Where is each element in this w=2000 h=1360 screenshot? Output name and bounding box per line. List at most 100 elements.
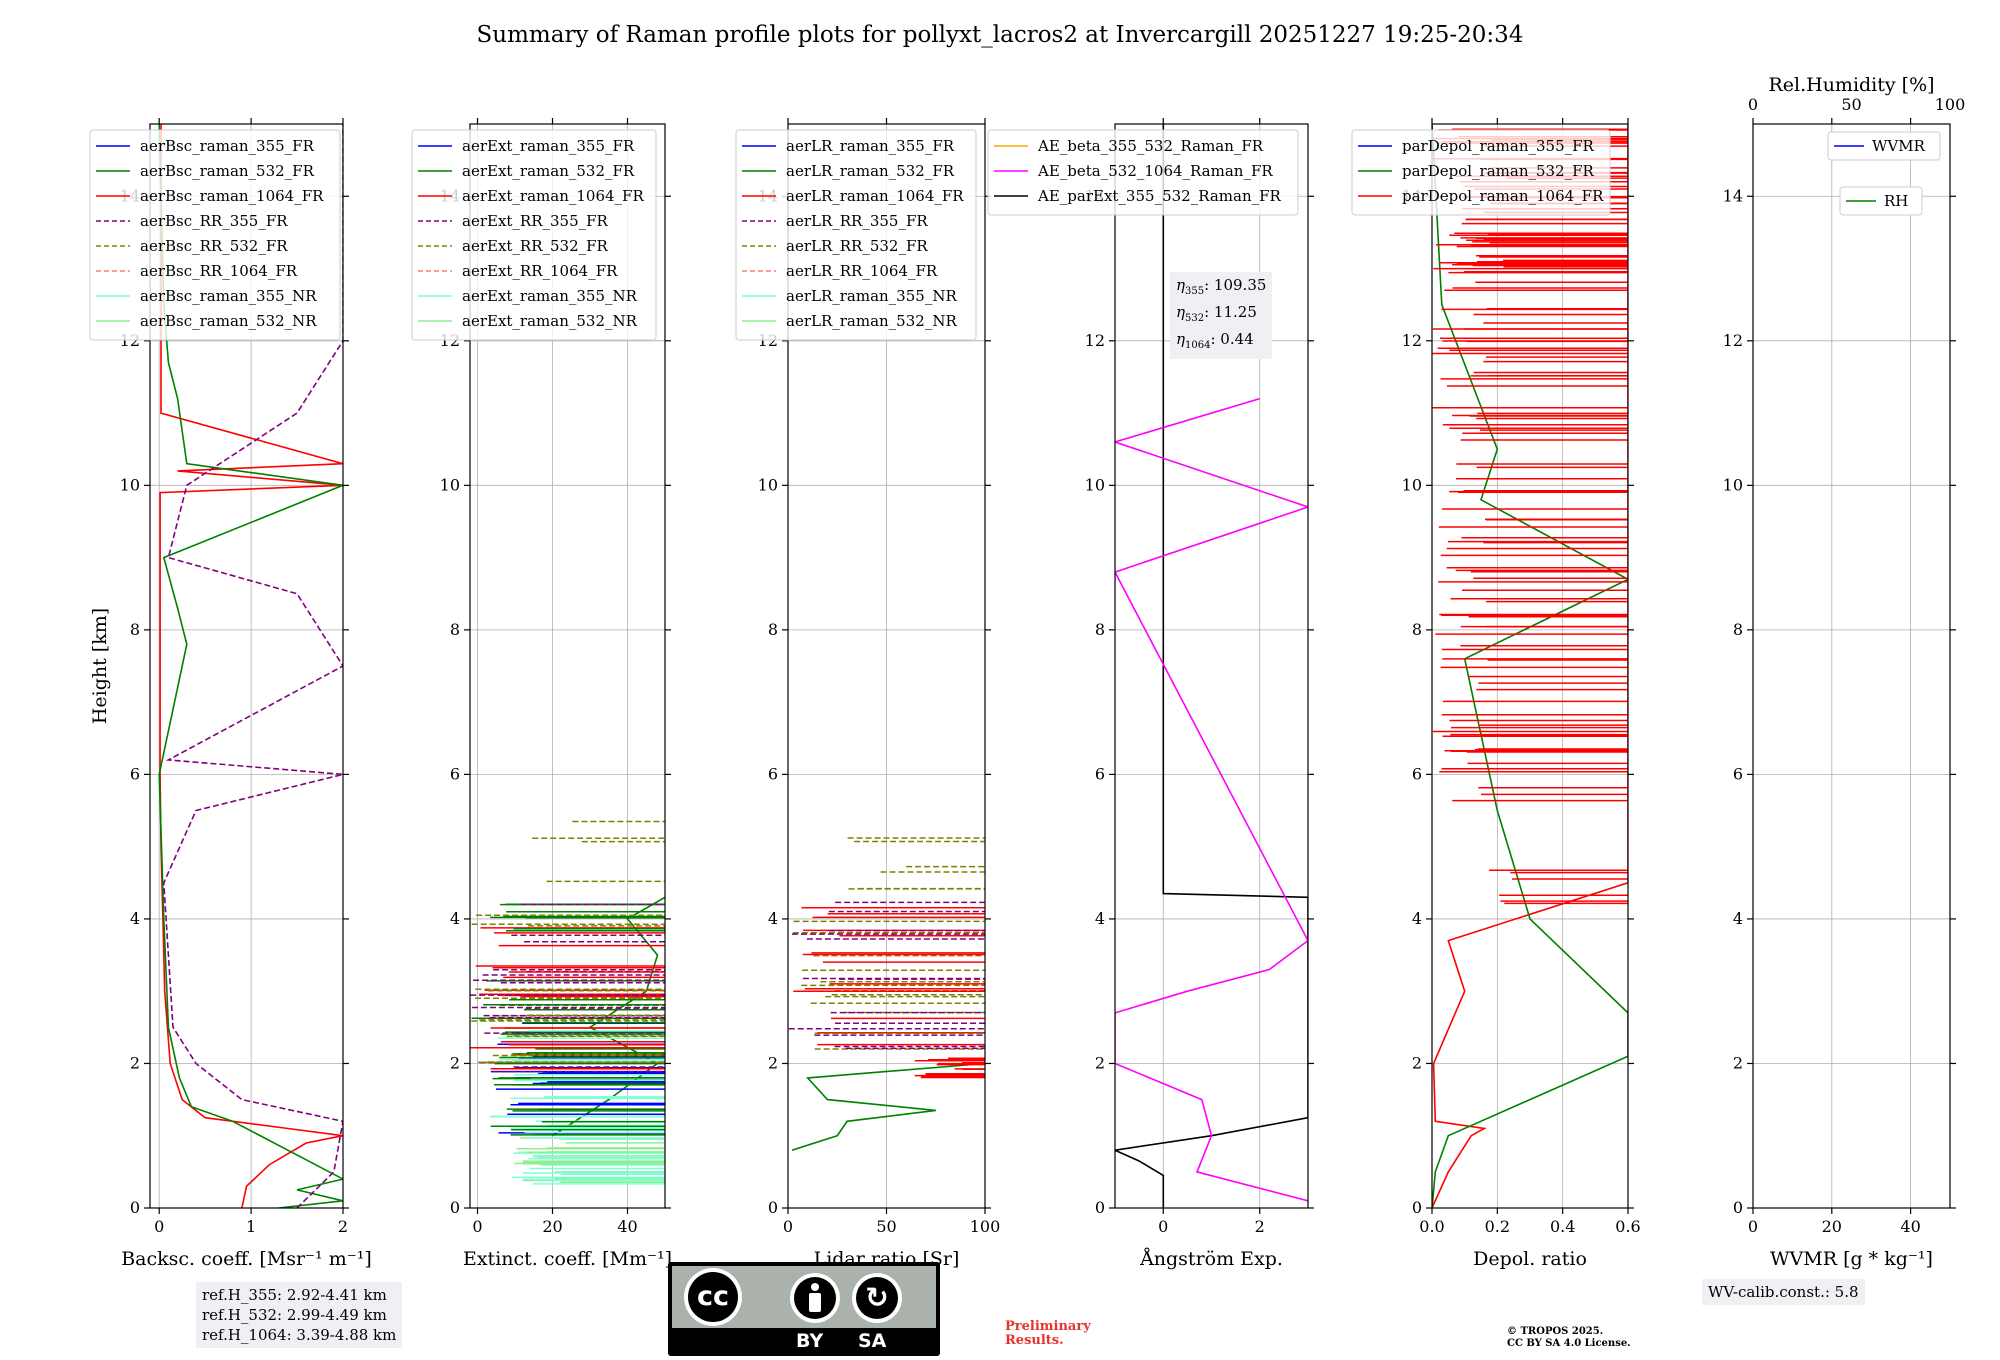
legend-entry: parDepol_raman_355_FR	[1402, 137, 1595, 155]
legend-entry: aerExt_raman_1064_FR	[462, 187, 644, 205]
x-tick-label: 0.2	[1485, 1217, 1510, 1236]
sa-label: SA	[858, 1330, 887, 1352]
y-tick-label: 10	[758, 475, 778, 494]
y-tick-label: 2	[1412, 1053, 1422, 1072]
y-tick-label: 8	[1733, 620, 1743, 639]
series-parDepol_raman_1064_FR	[1432, 124, 1628, 1208]
x-axis-label-bsc: Backsc. coeff. [Msr⁻¹ m⁻¹]	[121, 1248, 372, 1270]
x-tick-label: 0	[1748, 1217, 1758, 1236]
panel-bsc: 02468101214012Backsc. coeff. [Msr⁻¹ m⁻¹]…	[89, 118, 372, 1270]
legend-entry: parDepol_raman_532_FR	[1402, 162, 1595, 180]
legend-entry: aerLR_RR_532_FR	[786, 237, 928, 255]
legend-entry: aerLR_RR_1064_FR	[786, 262, 938, 280]
legend-entry: aerLR_raman_532_NR	[786, 312, 957, 330]
y-tick-label: 0	[450, 1198, 460, 1217]
y-tick-label: 10	[1402, 475, 1422, 494]
y-tick-label: 0	[768, 1198, 778, 1217]
y-tick-label: 4	[1733, 909, 1743, 928]
y-tick-label: 4	[1095, 909, 1105, 928]
legend-box	[1351, 129, 1611, 216]
axes-frame-wv	[1752, 123, 1951, 1209]
legend-entry: AE_beta_532_1064_Raman_FR	[1037, 162, 1273, 180]
y-tick-label: 12	[1723, 331, 1743, 350]
y-tick-label: 8	[130, 620, 140, 639]
y-tick-label: 12	[1402, 331, 1422, 350]
x-tick-label: 40	[1900, 1217, 1920, 1236]
top-axis-label: Rel.Humidity [%]	[1768, 74, 1934, 96]
y-tick-label: 4	[1412, 909, 1422, 928]
y-tick-label: 0	[1733, 1198, 1743, 1217]
x-tick-label: 20	[1822, 1217, 1842, 1236]
y-tick-label: 2	[1733, 1053, 1743, 1072]
y-tick-label: 2	[768, 1053, 778, 1072]
x-axis-label-ae: Ångström Exp.	[1139, 1248, 1283, 1270]
legend-entry: aerBsc_raman_532_NR	[140, 312, 317, 330]
plot-area-lr	[788, 837, 985, 1151]
legend-entry: aerLR_raman_1064_FR	[786, 187, 964, 205]
legend-entry: aerLR_raman_355_NR	[786, 287, 957, 305]
sa-share-alike-icon: ↻	[856, 1277, 898, 1319]
x-tick-label: 0.4	[1550, 1217, 1575, 1236]
legend-entry: aerExt_raman_532_NR	[462, 312, 638, 330]
series-aerLR_raman_532_FR	[791, 1062, 985, 1151]
y-tick-label: 10	[1723, 475, 1743, 494]
cc-license-badge: cc ↻ BY SA	[668, 1262, 940, 1356]
axes-frame-ext	[469, 123, 666, 1209]
legend-entry: aerExt_RR_1064_FR	[462, 262, 618, 280]
y-tick-label: 4	[130, 909, 140, 928]
x-tick-label: 2	[1255, 1217, 1265, 1236]
panel-ext: 0246810121402040Extinct. coeff. [Mm⁻¹]ae…	[411, 118, 672, 1270]
legend-entry: aerExt_RR_355_FR	[462, 212, 609, 230]
y-tick-label: 14	[1723, 186, 1743, 205]
top-tick-label: 0	[1748, 95, 1758, 114]
reference-heights-box: ref.H_355: 2.92-4.41 km ref.H_532: 2.99-…	[196, 1282, 403, 1348]
series-AE_parExt_355_532_Raman_FR	[1115, 124, 1308, 1208]
cc-icon: cc	[688, 1272, 738, 1322]
ref-height-355: ref.H_355: 2.92-4.41 km	[202, 1286, 387, 1304]
legend-entry: aerBsc_raman_355_NR	[140, 287, 317, 305]
y-tick-label: 0	[130, 1198, 140, 1217]
by-person-icon	[794, 1277, 836, 1319]
legend-entry: aerBsc_raman_355_FR	[140, 137, 315, 155]
legend-entry: WVMR	[1872, 137, 1926, 155]
plot-area-bsc	[158, 124, 343, 1208]
y-tick-label: 2	[1095, 1053, 1105, 1072]
legend-box	[735, 129, 977, 341]
legend-entry: aerBsc_RR_532_FR	[140, 237, 288, 255]
legend-entry: aerLR_raman_532_FR	[786, 162, 955, 180]
y-tick-label: 10	[120, 475, 140, 494]
x-tick-label: 0	[783, 1217, 793, 1236]
legend-entry: RH	[1884, 192, 1908, 210]
legend-entry: aerBsc_raman_532_FR	[140, 162, 315, 180]
y-tick-label: 4	[450, 909, 460, 928]
panel-wv: 0 2 4 6 8 10 12 14 0 20 40 WVMR [g * kg⁻¹] 0 50 100Rel…	[1723, 74, 1966, 1270]
legend-entry: aerBsc_RR_355_FR	[140, 212, 288, 230]
legend-entry: aerBsc_raman_1064_FR	[140, 187, 324, 205]
plot-area-ext	[470, 820, 665, 1185]
x-tick-label: 2	[338, 1217, 348, 1236]
axes-frame-bsc	[149, 123, 344, 1209]
y-tick-label: 6	[130, 764, 140, 783]
copyright-line-1: © TROPOS 2025.	[1507, 1326, 1604, 1337]
panel-lr: 02468101214050100Lidar ratio [Sr]aerLR_r…	[735, 118, 1000, 1270]
x-tick-label: 0	[472, 1217, 482, 1236]
legend-entry: aerLR_raman_355_FR	[786, 137, 955, 155]
axes-frame-dep	[1431, 123, 1629, 1209]
y-tick-label: 6	[768, 764, 778, 783]
legend-entry: parDepol_raman_1064_FR	[1402, 187, 1604, 205]
axes-frame-ae	[1114, 123, 1309, 1209]
x-axis-label-ext: Extinct. coeff. [Mm⁻¹]	[463, 1248, 672, 1270]
legend-entry: aerExt_raman_355_FR	[462, 137, 635, 155]
y-tick-label: 12	[1085, 331, 1105, 350]
x-tick-label: 1	[246, 1217, 256, 1236]
plot-area-dep	[1432, 124, 1628, 1208]
ref-height-532: ref.H_532: 2.99-4.49 km	[202, 1306, 387, 1324]
top-tick-label: 100	[1935, 95, 1966, 114]
legend-entry: aerBsc_RR_1064_FR	[140, 262, 298, 280]
x-tick-label: 0.6	[1615, 1217, 1640, 1236]
legend-box	[1839, 186, 1923, 216]
y-tick-label: 10	[440, 475, 460, 494]
copyright-line-2: CC BY SA 4.0 License.	[1507, 1338, 1631, 1349]
legend-entry: AE_beta_355_532_Raman_FR	[1037, 137, 1264, 155]
